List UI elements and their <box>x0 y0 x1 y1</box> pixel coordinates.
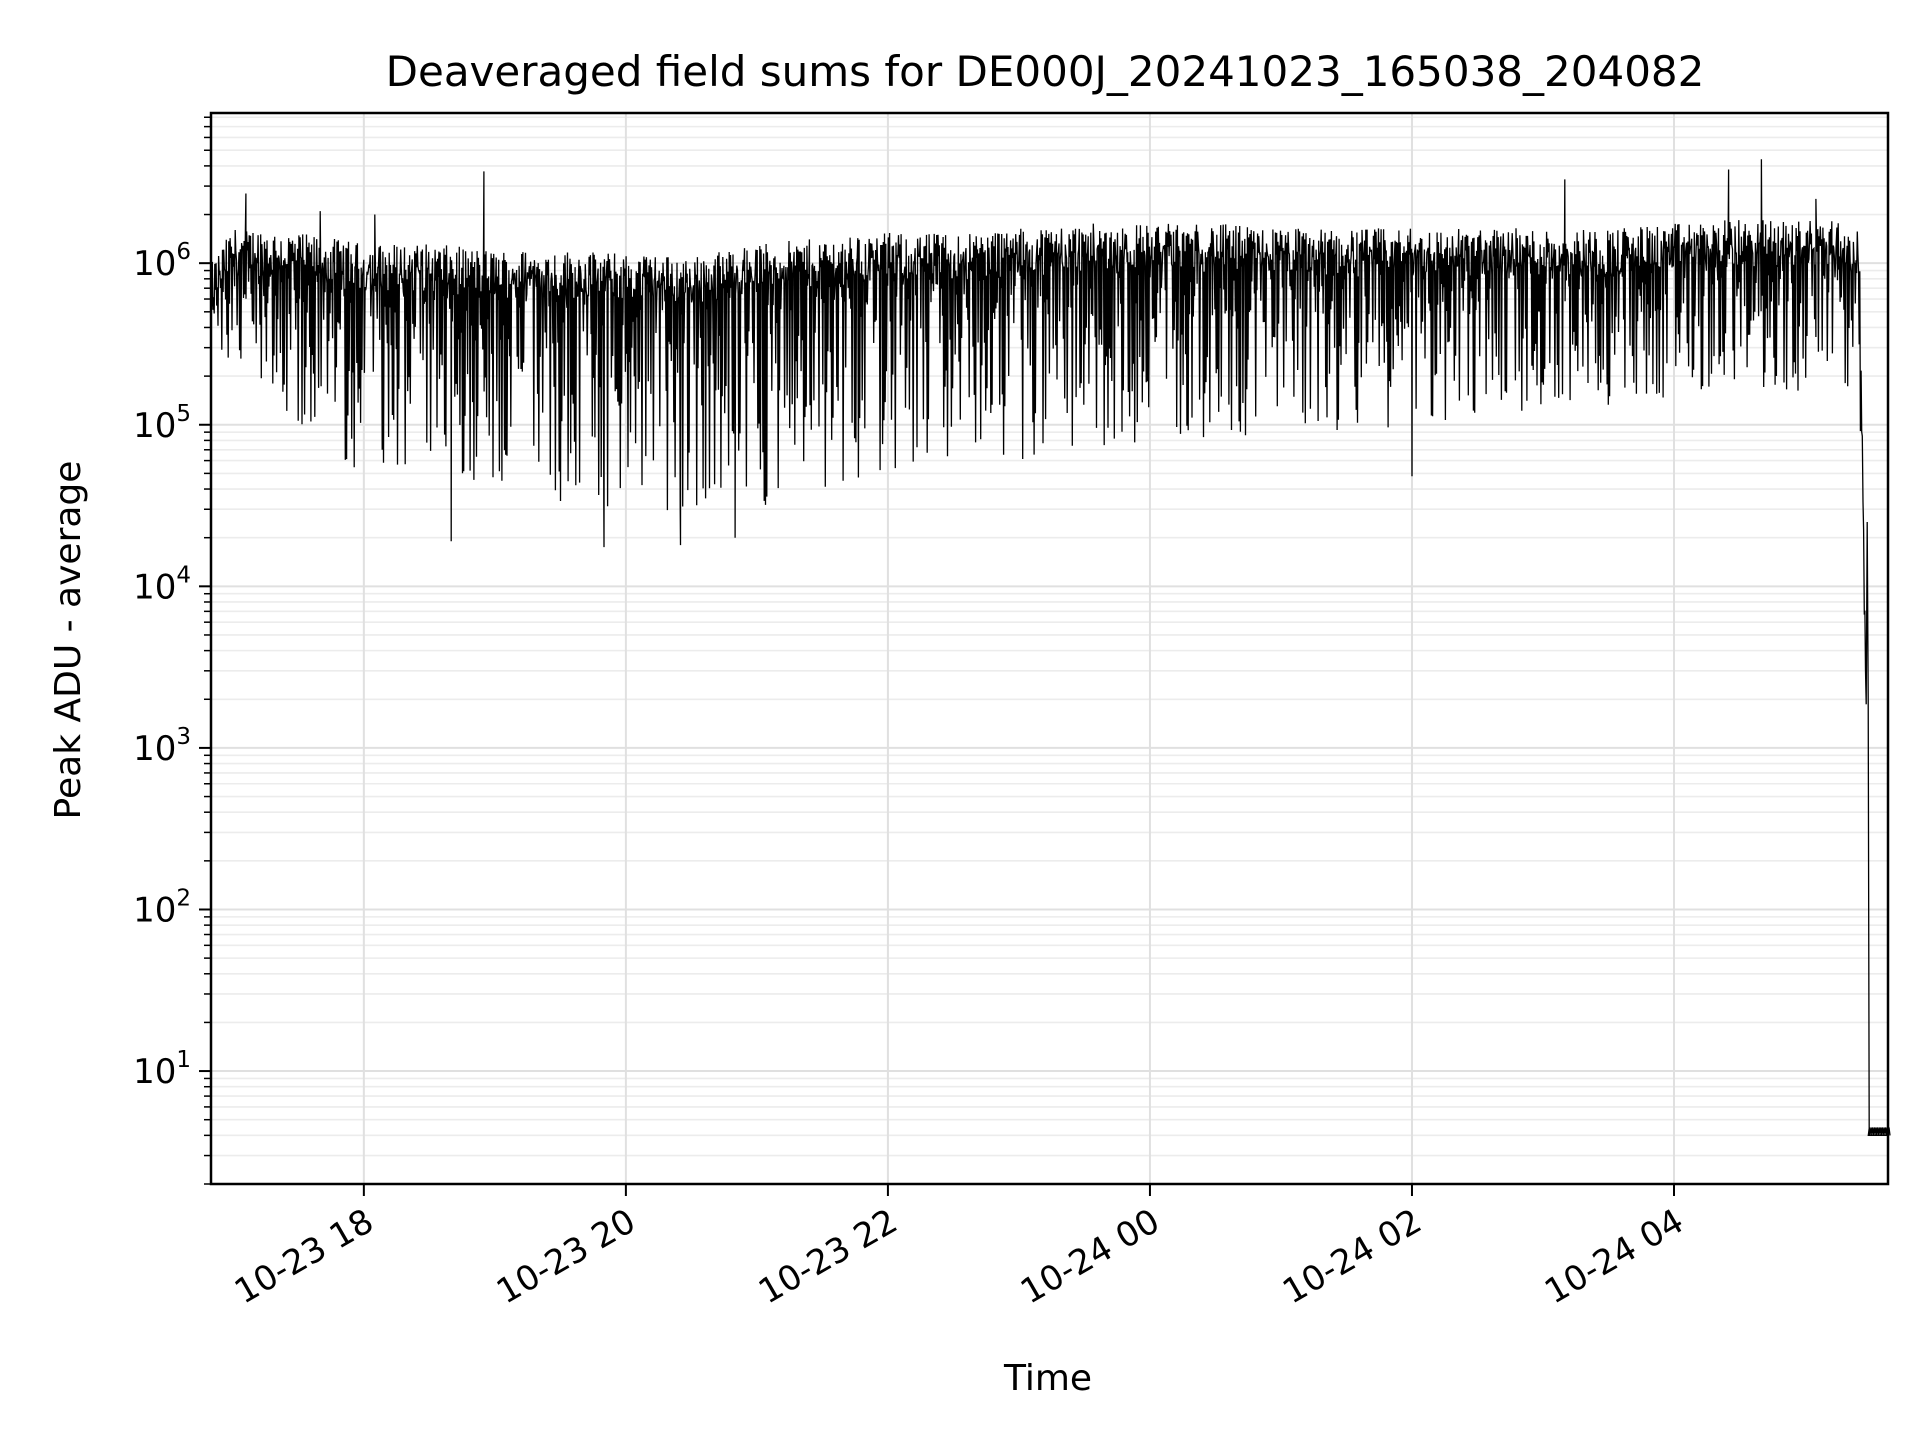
y-axis: 101 102 103 104 105 106 <box>133 116 211 1185</box>
y-tick-label: 102 <box>133 885 191 930</box>
x-axis-label: Time <box>1003 1358 1092 1399</box>
y-tick-label: 101 <box>133 1047 191 1092</box>
y-tick-label: 103 <box>133 724 191 769</box>
y-tick-label: 106 <box>133 239 191 284</box>
y-axis-label: Peak ADU - average <box>48 461 89 820</box>
gridlines <box>211 113 1888 1185</box>
series-path <box>210 159 1891 1137</box>
plot-frame <box>209 111 1890 1186</box>
chart-title: Deaveraged field sums for DE000J_2024102… <box>386 47 1705 96</box>
y-tick-label: 104 <box>133 562 191 607</box>
series-line <box>210 159 1891 1137</box>
y-tick-label: 105 <box>133 401 191 446</box>
